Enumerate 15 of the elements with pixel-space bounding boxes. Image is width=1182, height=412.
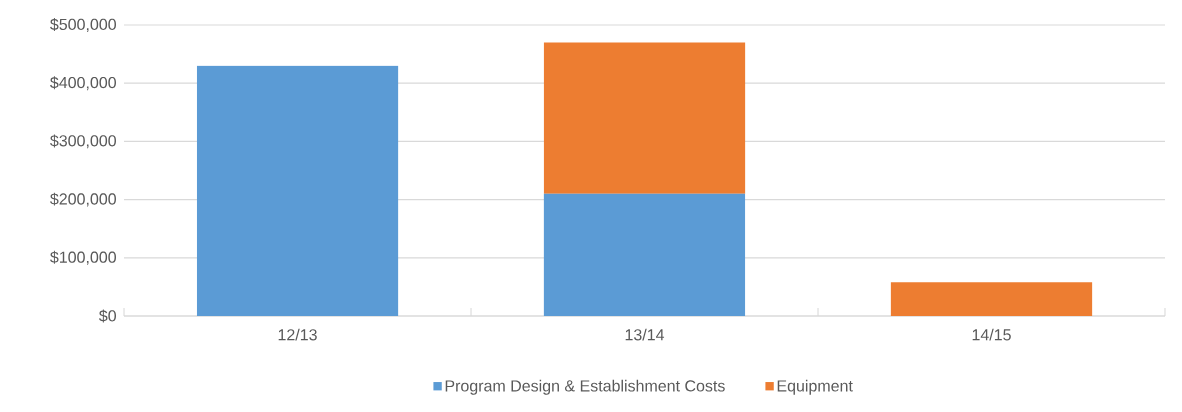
- bar: [196, 65, 399, 316]
- y-tick-label: $200,000: [50, 192, 116, 207]
- x-tick-label: 12/13: [278, 328, 317, 341]
- x-tick-label: 13/14: [625, 328, 665, 341]
- y-tick-label: $100,000: [50, 250, 116, 265]
- y-tick-label: $0: [99, 309, 117, 323]
- bar: [543, 42, 746, 194]
- x-tick-label: 14/15: [972, 328, 1011, 341]
- legend-label: Program Design & Establishment Costs: [445, 379, 725, 395]
- y-tick-label: $500,000: [50, 18, 116, 32]
- y-tick-label: $400,000: [50, 76, 116, 91]
- bar: [543, 193, 746, 316]
- y-tick-label: $300,000: [50, 134, 116, 149]
- bar: [890, 282, 1093, 316]
- legend-label: Equipment: [777, 379, 853, 395]
